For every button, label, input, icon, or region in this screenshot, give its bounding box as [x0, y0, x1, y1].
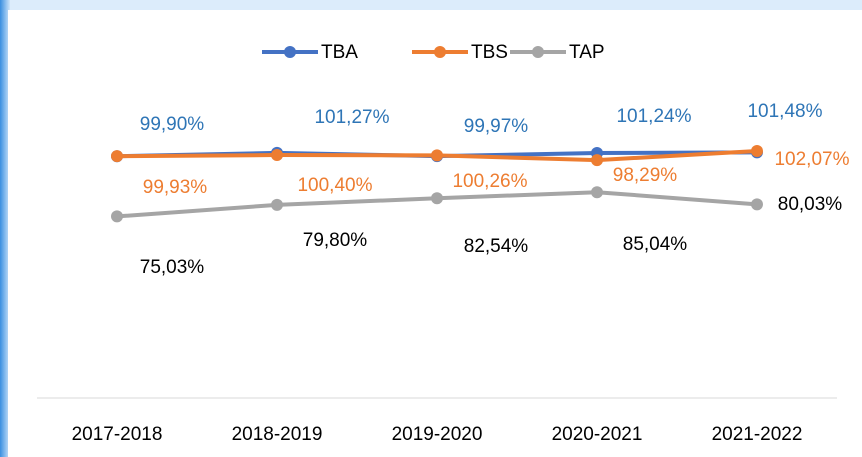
data-label: 99,90%: [140, 114, 205, 135]
legend-label: TAP: [569, 42, 605, 63]
data-point: [431, 192, 443, 205]
legend-label: TBA: [321, 42, 358, 63]
data-label: 79,80%: [303, 230, 368, 251]
x-tick-label: 2021-2022: [712, 424, 803, 445]
data-label: 100,26%: [452, 171, 527, 192]
legend-marker: [532, 46, 544, 58]
data-label: 75,03%: [140, 257, 205, 278]
data-point: [111, 150, 123, 163]
x-tick-label: 2020-2021: [552, 424, 643, 445]
data-point: [751, 198, 763, 211]
data-label: 101,27%: [314, 107, 389, 128]
data-label: 98,29%: [613, 165, 678, 186]
x-tick-label: 2018-2019: [232, 424, 323, 445]
data-label: 100,40%: [297, 175, 372, 196]
chart-area: [8, 10, 862, 457]
edge-decoration: [0, 0, 10, 457]
data-label: 82,54%: [464, 236, 529, 257]
data-point: [271, 149, 283, 162]
x-tick-label: 2017-2018: [72, 424, 163, 445]
data-point: [431, 149, 443, 162]
data-point: [111, 210, 123, 223]
data-point: [591, 186, 603, 199]
data-point: [591, 154, 603, 167]
data-point: [271, 198, 283, 211]
data-label: 85,04%: [623, 234, 688, 255]
x-tick-label: 2019-2020: [392, 424, 483, 445]
legend-marker: [434, 46, 446, 58]
data-label: 102,07%: [774, 149, 849, 170]
data-label: 99,93%: [143, 177, 208, 198]
data-point: [751, 144, 763, 157]
data-label: 99,97%: [464, 116, 529, 137]
data-label: 101,48%: [747, 101, 822, 122]
legend-label: TBS: [471, 42, 508, 63]
data-label: 80,03%: [778, 194, 843, 215]
data-label: 101,24%: [616, 106, 691, 127]
legend-marker: [284, 46, 296, 58]
